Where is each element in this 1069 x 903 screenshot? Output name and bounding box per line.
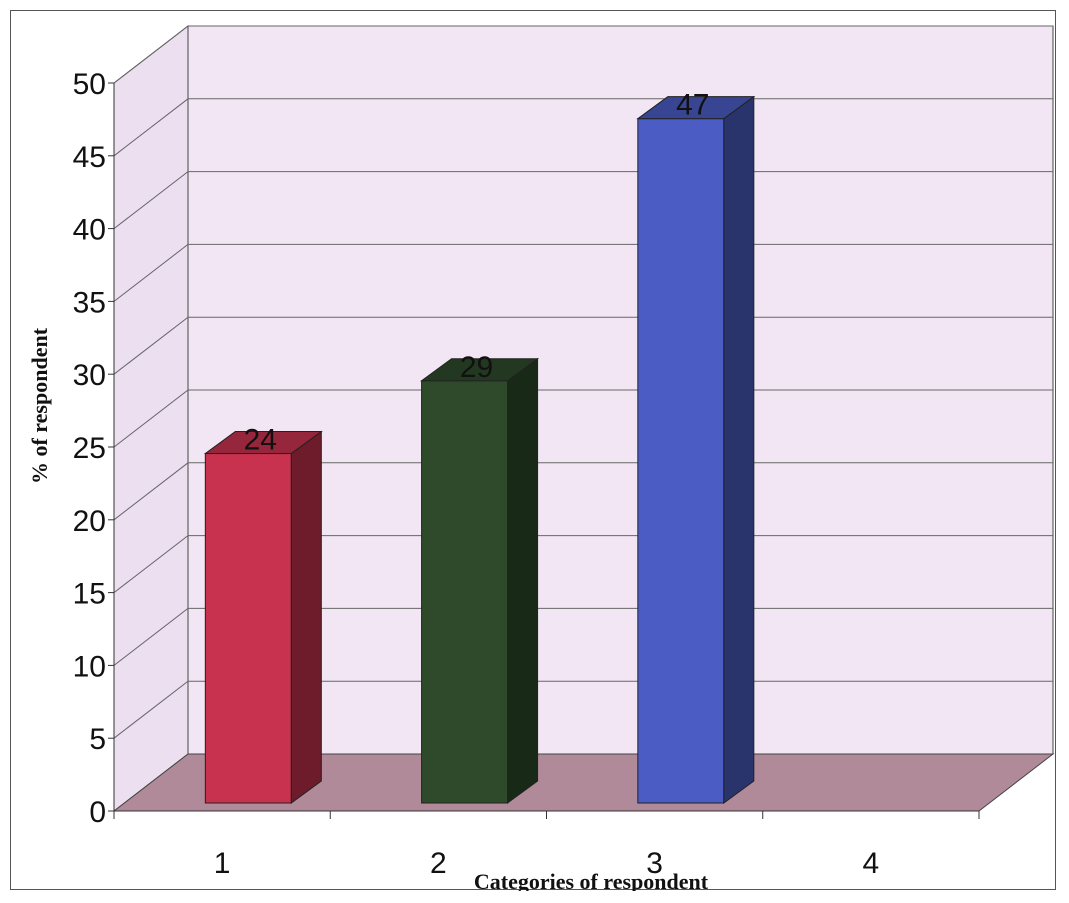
- gridline: [113, 25, 1053, 84]
- bar-2: [420, 357, 540, 804]
- x-tick-label: 1: [214, 847, 231, 880]
- y-tick-label: 45: [73, 141, 106, 174]
- bar-front: [637, 118, 725, 804]
- bar-front: [204, 453, 292, 804]
- bar-side: [507, 357, 539, 804]
- y-tick-label: 0: [89, 796, 106, 829]
- chart-frame: 0 5 10 15 20 25 30 35 40 45 50 1 2 3 4 24 29 47 % of re…: [10, 10, 1056, 894]
- y-tick-label: 10: [73, 650, 106, 683]
- bar-top: [636, 96, 756, 120]
- y-tick-label: 20: [73, 505, 106, 538]
- bar-front: [421, 380, 509, 804]
- y-tick-label: 15: [73, 578, 106, 611]
- x-tick-label: 4: [863, 847, 880, 880]
- y-tick-label: 35: [73, 286, 106, 319]
- gridline: [113, 535, 1053, 593]
- x-axis-title: Categories of respondent: [474, 869, 709, 891]
- data-label: 29: [460, 351, 493, 384]
- gridline: [113, 98, 1053, 157]
- bar-side: [723, 95, 755, 804]
- x-tick-label: 3: [646, 847, 663, 880]
- y-tick-label: 40: [73, 214, 106, 247]
- bar-1: [203, 430, 323, 804]
- gridline: [113, 680, 1053, 739]
- data-label: 47: [676, 89, 709, 122]
- gridline: [113, 316, 1053, 375]
- bar-top: [203, 431, 323, 455]
- bar-side: [290, 430, 322, 804]
- y-axis-title: % of respondent: [27, 327, 52, 484]
- gridline: [113, 607, 1053, 666]
- y-tick-label: 25: [73, 432, 106, 465]
- gridline: [113, 462, 1053, 521]
- gridline: [113, 389, 1053, 448]
- y-tick-label: 30: [73, 359, 106, 392]
- x-tick-label: 2: [430, 847, 447, 880]
- gridline: [113, 171, 1053, 229]
- bar-3: [636, 95, 756, 804]
- bar-top: [420, 358, 540, 382]
- y-tick-label: 50: [73, 68, 106, 101]
- gridline: [113, 243, 1053, 302]
- bar-chart: 0 5 10 15 20 25 30 35 40 45 50 1 2 3 4 24 29 47 % of re…: [27, 24, 1055, 894]
- data-label: 24: [244, 424, 277, 457]
- y-tick-label: 5: [89, 723, 106, 756]
